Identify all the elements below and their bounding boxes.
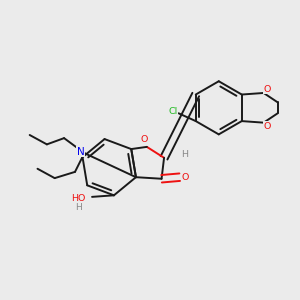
Text: N: N <box>77 147 85 157</box>
Text: H: H <box>76 203 82 212</box>
Text: O: O <box>264 122 271 131</box>
Text: Cl: Cl <box>168 107 178 116</box>
Text: O: O <box>140 136 147 145</box>
Text: HO: HO <box>71 194 86 203</box>
Text: O: O <box>264 85 271 94</box>
Text: H: H <box>181 150 188 159</box>
Text: O: O <box>182 173 189 182</box>
